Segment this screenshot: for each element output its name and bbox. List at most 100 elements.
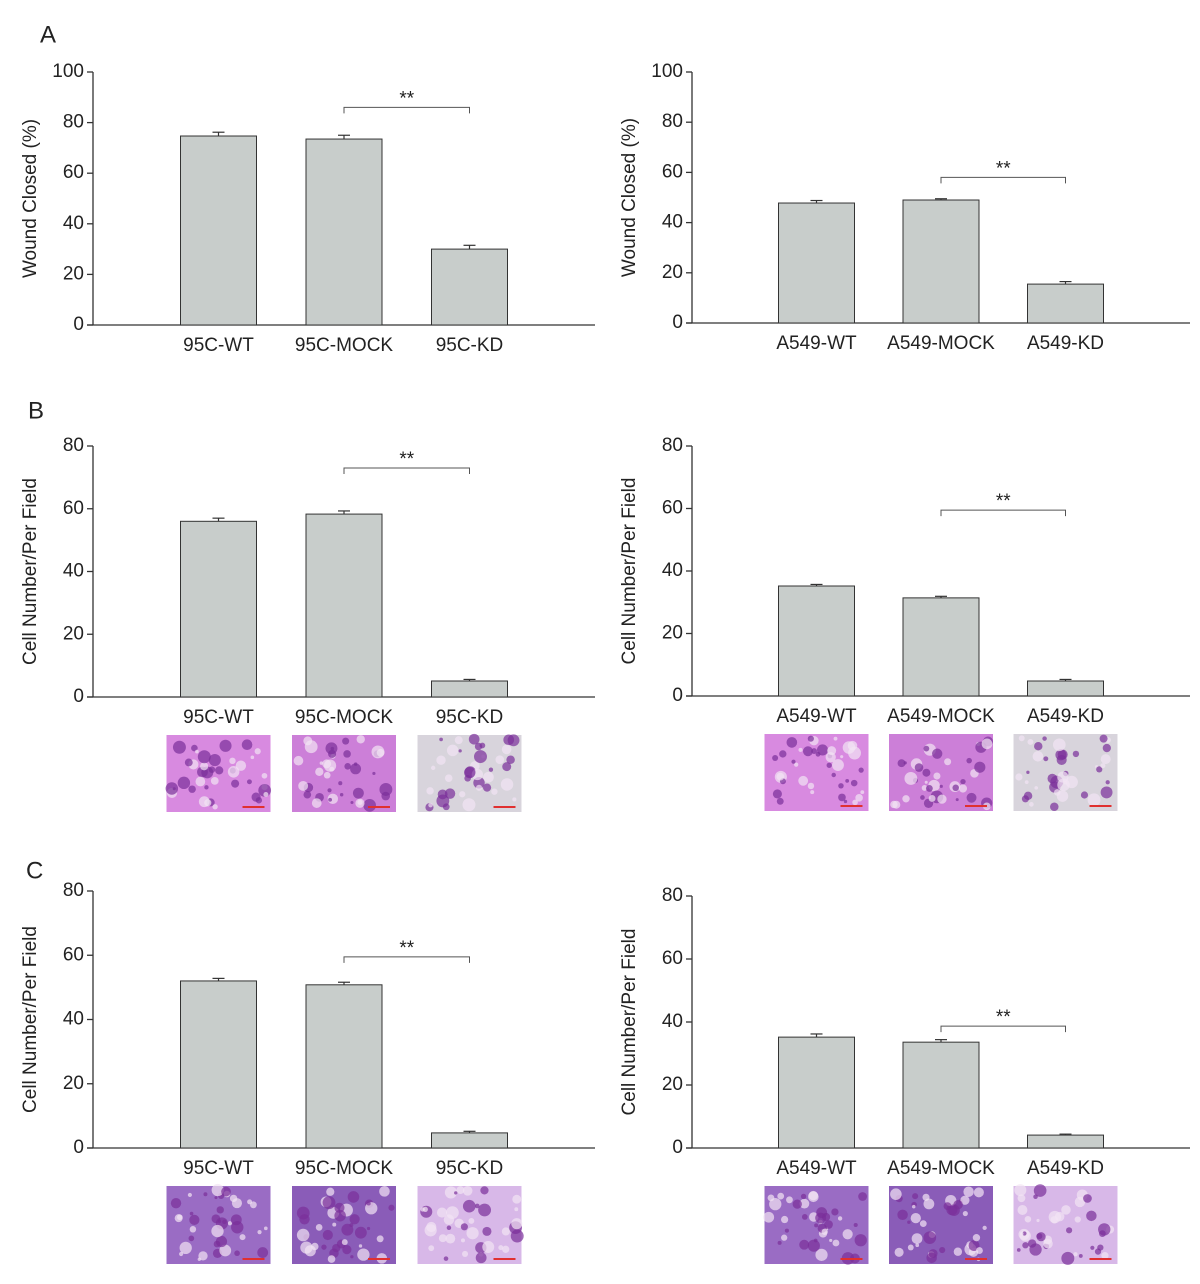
y-tick-label: 60 bbox=[63, 162, 84, 183]
error-bar bbox=[338, 981, 350, 985]
micrograph-cell bbox=[1102, 743, 1111, 753]
micrograph-cell bbox=[436, 1207, 448, 1218]
micrograph-cell bbox=[454, 736, 463, 745]
micrograph-cell bbox=[257, 1247, 269, 1258]
micrograph-cell bbox=[1036, 1218, 1040, 1223]
significance-label: ** bbox=[399, 938, 414, 959]
micrograph-cell bbox=[250, 1201, 257, 1209]
micrograph-cell bbox=[341, 1239, 348, 1246]
significance-label: ** bbox=[399, 88, 414, 109]
micrograph-cell bbox=[332, 1243, 341, 1253]
y-axis-label: Cell Number/Per Field bbox=[20, 926, 41, 1113]
micrograph-cell bbox=[860, 790, 865, 795]
micrograph-cell bbox=[832, 1239, 840, 1247]
y-tick-label: 100 bbox=[52, 61, 84, 82]
micrograph-cell bbox=[890, 1188, 902, 1200]
bar bbox=[1027, 1134, 1104, 1149]
micrograph-cell bbox=[897, 759, 906, 768]
micrograph-cell bbox=[1026, 770, 1030, 774]
micrograph-cell bbox=[1078, 1253, 1083, 1258]
y-tick-label: 60 bbox=[63, 944, 84, 965]
bar bbox=[1027, 680, 1104, 697]
y-tick-label: 40 bbox=[662, 1011, 683, 1032]
y-tick-label: 20 bbox=[662, 623, 683, 644]
micrograph-cell bbox=[838, 793, 846, 802]
micrograph-cell bbox=[214, 1196, 218, 1200]
y-tick-label: 80 bbox=[662, 885, 683, 906]
micrograph-cell bbox=[953, 1247, 963, 1256]
micrograph-cell bbox=[968, 1240, 980, 1252]
micrograph-cell bbox=[338, 781, 343, 786]
micrograph-cell bbox=[197, 750, 211, 764]
micrograph-cell bbox=[842, 1229, 853, 1240]
micrograph-cell bbox=[372, 771, 376, 776]
micrograph-cell bbox=[911, 1233, 923, 1244]
bar bbox=[305, 138, 383, 326]
micrograph-cell bbox=[1018, 735, 1025, 742]
micrograph-cell bbox=[363, 799, 376, 812]
micrograph-cell bbox=[776, 797, 784, 805]
micrograph-cell bbox=[460, 1223, 468, 1231]
micrograph-cell bbox=[953, 1199, 963, 1210]
micrograph-cell bbox=[296, 1228, 310, 1242]
micrograph-cell bbox=[189, 1214, 200, 1225]
micrograph-cell bbox=[507, 734, 520, 747]
y-axis-label: Cell Number/Per Field bbox=[619, 478, 640, 665]
y-tick-label: 80 bbox=[662, 111, 683, 132]
micrograph-cell bbox=[203, 1192, 208, 1197]
micrograph-cell bbox=[439, 737, 443, 742]
x-tick-label: A549-KD bbox=[1027, 1158, 1104, 1179]
micrograph-cell bbox=[221, 1186, 231, 1197]
micrograph-cell bbox=[924, 780, 928, 784]
micrograph-cell bbox=[172, 787, 176, 791]
micrograph-cell bbox=[1017, 1194, 1026, 1203]
micrograph-cell bbox=[853, 1222, 858, 1228]
y-tick-label: 60 bbox=[662, 948, 683, 969]
micrograph-cell bbox=[227, 766, 240, 778]
x-tick-label: A549-WT bbox=[776, 706, 857, 727]
micrograph-cell bbox=[381, 791, 391, 801]
micrograph-cell bbox=[353, 762, 358, 766]
micrograph-cell bbox=[210, 776, 219, 785]
x-tick-label: A549-MOCK bbox=[887, 333, 995, 354]
micrograph-cell bbox=[344, 763, 351, 770]
micrograph-cell bbox=[328, 797, 333, 802]
micrograph-cell bbox=[933, 772, 941, 780]
micrograph-cell bbox=[500, 778, 514, 791]
bar bbox=[431, 1132, 508, 1149]
micrograph-cell bbox=[347, 1191, 360, 1203]
micrograph-cell bbox=[323, 759, 337, 772]
micrograph-cell bbox=[837, 1216, 843, 1221]
micrograph-cell bbox=[1023, 791, 1033, 801]
panel-label: C bbox=[26, 857, 43, 884]
micrograph-cell bbox=[478, 1203, 492, 1217]
micrograph-cell bbox=[843, 799, 848, 804]
micrograph-cell bbox=[777, 1240, 782, 1245]
micrograph-cell bbox=[208, 754, 221, 767]
micrograph-cell bbox=[491, 788, 498, 795]
micrograph-cell bbox=[892, 800, 901, 809]
micrograph-cell bbox=[1016, 1248, 1021, 1252]
micrograph-cell bbox=[436, 794, 450, 808]
micrograph-cell bbox=[1066, 1227, 1073, 1234]
micrograph-cell bbox=[235, 760, 247, 771]
micrograph-cell bbox=[219, 1244, 232, 1257]
micrograph-cell bbox=[480, 1186, 489, 1195]
micrograph-cell bbox=[772, 754, 779, 761]
micrograph-cell bbox=[1073, 1252, 1078, 1257]
micrograph-cell bbox=[483, 771, 494, 783]
micrograph-cell bbox=[179, 1251, 184, 1257]
micrograph-cell bbox=[303, 790, 312, 799]
significance-bracket bbox=[940, 1025, 1066, 1033]
micrograph-cell bbox=[443, 1256, 449, 1261]
micrograph-cell bbox=[174, 1214, 183, 1223]
y-tick-label: 100 bbox=[651, 61, 683, 82]
x-tick-label: A549-KD bbox=[1027, 706, 1104, 727]
micrograph-cell bbox=[952, 784, 959, 792]
micrograph-cell bbox=[234, 1250, 240, 1257]
micrograph-cell bbox=[813, 1238, 818, 1243]
micrograph-cell bbox=[1036, 1233, 1043, 1240]
micrograph-cell bbox=[211, 1224, 224, 1238]
micrograph-cell bbox=[475, 784, 483, 791]
micrograph-cell bbox=[1098, 1223, 1111, 1236]
